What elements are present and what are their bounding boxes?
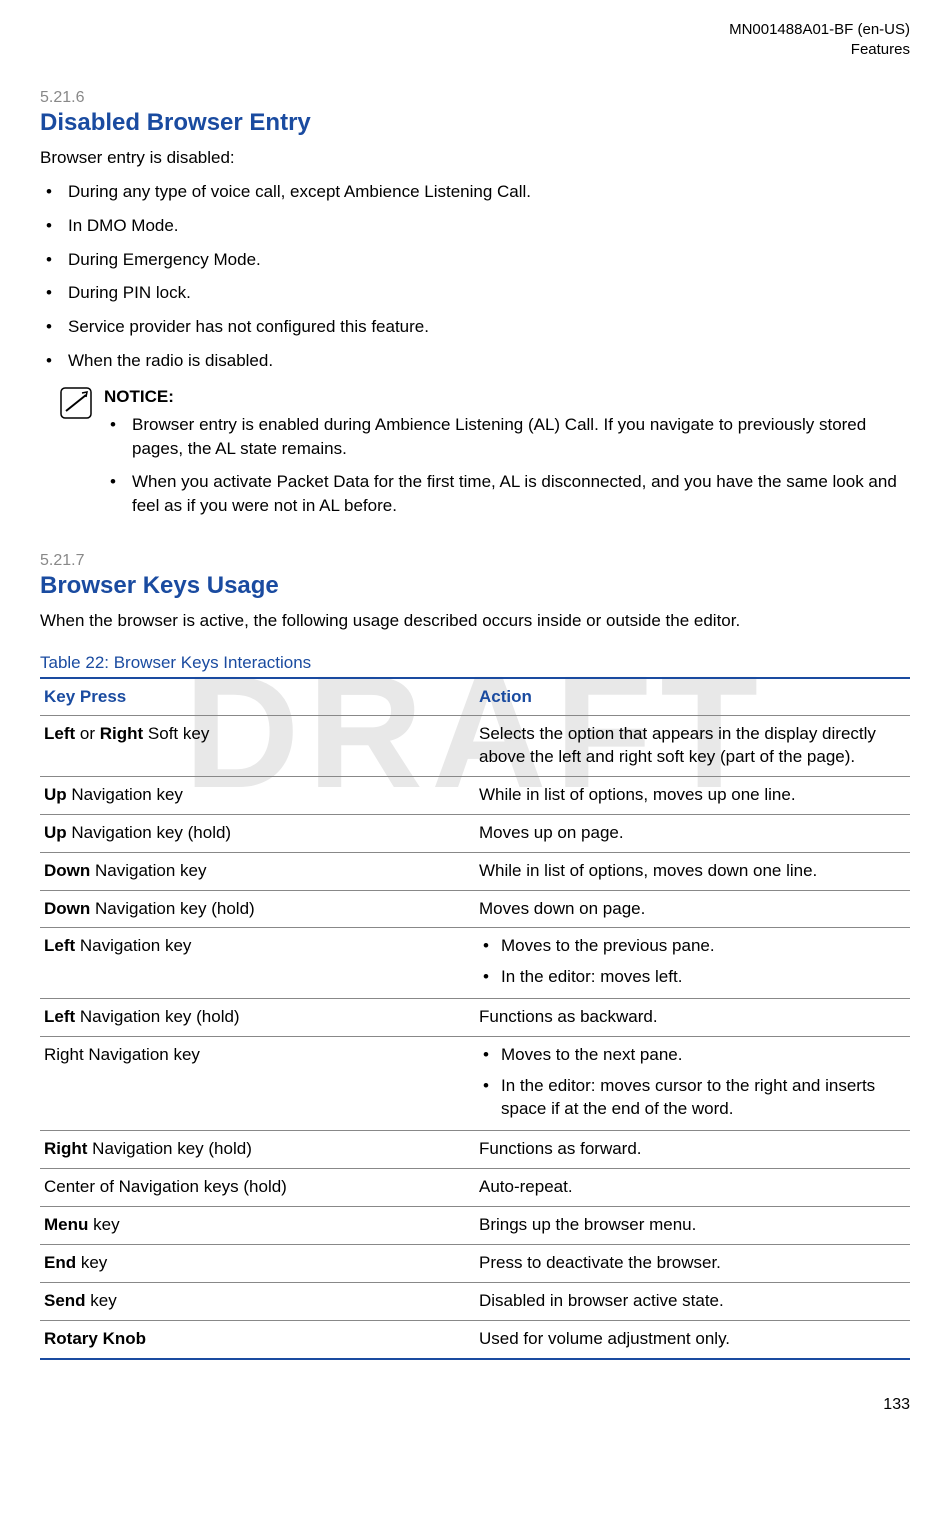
section-number: 5.21.7 (40, 552, 910, 570)
notice-icon (60, 387, 92, 424)
doc-id: MN001488A01-BF (en-US) (40, 20, 910, 40)
key-text: Center of Navigation keys (hold) (40, 1169, 475, 1207)
table-row: Left Navigation key (hold) Functions as … (40, 999, 910, 1037)
bullet-list: During any type of voice call, except Am… (40, 180, 910, 373)
action-text: While in list of options, moves down one… (475, 852, 910, 890)
key-bold: Right (44, 1139, 87, 1158)
notice-label: NOTICE: (104, 387, 910, 407)
table-row: Down Navigation key While in list of opt… (40, 852, 910, 890)
browser-keys-table: Key Press Action Left or Right Soft key … (40, 677, 910, 1360)
key-bold: Menu (44, 1215, 88, 1234)
table-header: Action (475, 678, 910, 716)
action-list-item: Moves to the next pane. (479, 1044, 906, 1067)
key-bold: Down (44, 899, 90, 918)
list-item: Service provider has not configured this… (40, 315, 910, 339)
table-row: Right Navigation key Moves to the next p… (40, 1037, 910, 1131)
key-bold: Up (44, 785, 67, 804)
action-text: Used for volume adjustment only. (475, 1320, 910, 1358)
key-bold: Left (44, 724, 75, 743)
table-row: Up Navigation key While in list of optio… (40, 776, 910, 814)
table-row: End key Press to deactivate the browser. (40, 1244, 910, 1282)
action-list-item: In the editor: moves cursor to the right… (479, 1075, 906, 1121)
table-row: Rotary Knob Used for volume adjustment o… (40, 1320, 910, 1358)
action-text: Selects the option that appears in the d… (475, 715, 910, 776)
key-text: Navigation key (hold) (67, 823, 231, 842)
key-bold: Rotary Knob (44, 1329, 146, 1348)
key-text: or (75, 724, 100, 743)
section-title: Browser Keys Usage (40, 572, 910, 600)
section-number: 5.21.6 (40, 89, 910, 107)
action-text: While in list of options, moves up one l… (475, 776, 910, 814)
action-text: Disabled in browser active state. (475, 1282, 910, 1320)
table-header: Key Press (40, 678, 475, 716)
action-text: Auto-repeat. (475, 1169, 910, 1207)
key-text: key (76, 1253, 107, 1272)
key-text: Navigation key (hold) (87, 1139, 251, 1158)
key-text: Navigation key (hold) (90, 899, 254, 918)
list-item: During any type of voice call, except Am… (40, 180, 910, 204)
action-text: Functions as forward. (475, 1131, 910, 1169)
key-text: Navigation key (75, 936, 191, 955)
table-row: Center of Navigation keys (hold) Auto-re… (40, 1169, 910, 1207)
table-row: Menu key Brings up the browser menu. (40, 1206, 910, 1244)
action-list-item: In the editor: moves left. (479, 966, 906, 989)
key-text: Navigation key (67, 785, 183, 804)
list-item: In DMO Mode. (40, 214, 910, 238)
key-bold: Send (44, 1291, 86, 1310)
table-row: Up Navigation key (hold) Moves up on pag… (40, 814, 910, 852)
key-bold: Left (44, 936, 75, 955)
table-row: Left Navigation key Moves to the previou… (40, 928, 910, 999)
action-text: Moves up on page. (475, 814, 910, 852)
notice-block: NOTICE: Browser entry is enabled during … (60, 387, 910, 532)
key-text: key (86, 1291, 117, 1310)
page-header: MN001488A01-BF (en-US) Features (40, 20, 910, 59)
action-text: Brings up the browser menu. (475, 1206, 910, 1244)
action-text: Press to deactivate the browser. (475, 1244, 910, 1282)
section-intro: When the browser is active, the followin… (40, 610, 910, 633)
table-title: Table 22: Browser Keys Interactions (40, 653, 910, 673)
key-text: Navigation key (hold) (75, 1007, 239, 1026)
key-text: Navigation key (90, 861, 206, 880)
key-text: key (88, 1215, 119, 1234)
section-name: Features (40, 40, 910, 60)
list-item: During Emergency Mode. (40, 248, 910, 272)
table-row: Right Navigation key (hold) Functions as… (40, 1131, 910, 1169)
list-item: When you activate Packet Data for the fi… (104, 470, 910, 518)
list-item: Browser entry is enabled during Ambience… (104, 413, 910, 461)
table-row: Send key Disabled in browser active stat… (40, 1282, 910, 1320)
action-text: Functions as backward. (475, 999, 910, 1037)
key-bold: End (44, 1253, 76, 1272)
action-list-item: Moves to the previous pane. (479, 935, 906, 958)
section-title: Disabled Browser Entry (40, 109, 910, 137)
key-text: Right Navigation key (40, 1037, 475, 1131)
key-bold: Left (44, 1007, 75, 1026)
section-intro: Browser entry is disabled: (40, 147, 910, 170)
key-bold: Right (100, 724, 143, 743)
list-item: During PIN lock. (40, 281, 910, 305)
list-item: When the radio is disabled. (40, 349, 910, 373)
table-row: Down Navigation key (hold) Moves down on… (40, 890, 910, 928)
key-bold: Down (44, 861, 90, 880)
key-text: Soft key (143, 724, 209, 743)
action-text: Moves down on page. (475, 890, 910, 928)
table-row: Left or Right Soft key Selects the optio… (40, 715, 910, 776)
key-bold: Up (44, 823, 67, 842)
page-number: 133 (40, 1396, 910, 1414)
